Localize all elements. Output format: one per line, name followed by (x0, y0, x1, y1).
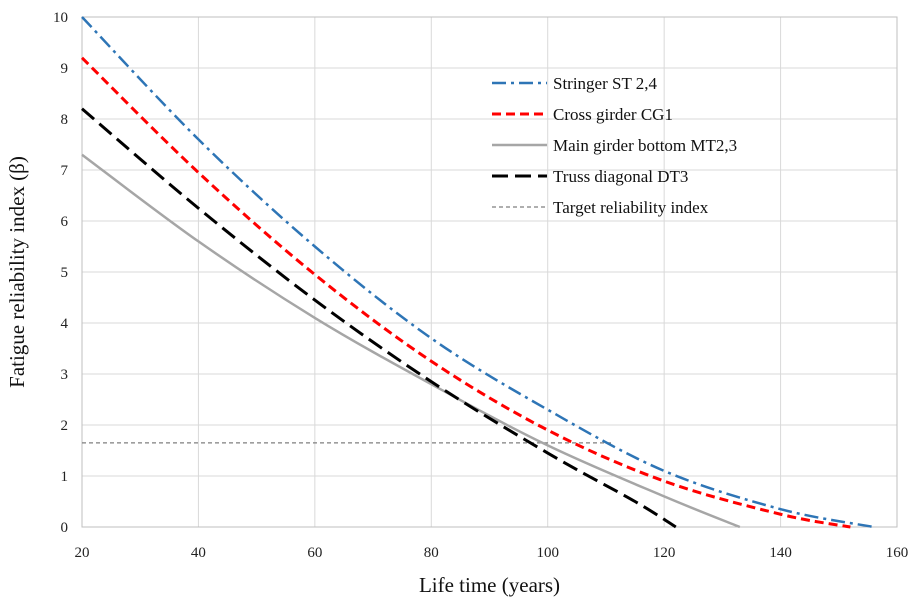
legend-label-1: Cross girder CG1 (553, 105, 673, 124)
x-tick-label: 80 (424, 545, 439, 561)
gridlines (81, 16, 898, 528)
series-line-3 (81, 107, 677, 529)
series-line-2 (81, 153, 741, 529)
series-line-0 (81, 16, 874, 529)
y-tick-label: 3 (61, 367, 69, 383)
plot-area-frame (81, 16, 898, 528)
x-tick-label: 60 (307, 545, 322, 561)
x-tick-label: 20 (75, 545, 90, 561)
legend-label-0: Stringer ST 2,4 (553, 74, 658, 93)
legend: Stringer ST 2,4 Cross girder CG1 Main gird… (492, 74, 737, 217)
legend-label-2: Main girder bottom MT2,3 (553, 136, 737, 155)
y-tick-label: 2 (61, 418, 69, 434)
y-tick-label: 5 (61, 265, 69, 281)
y-tick-label: 10 (53, 10, 68, 26)
y-tick-label: 8 (61, 112, 69, 128)
x-tick-label: 40 (191, 545, 206, 561)
series-line-1 (80, 56, 851, 529)
y-tick-label: 9 (61, 61, 69, 77)
x-tick-label: 160 (886, 545, 909, 561)
tick-labels: 20 40 60 80 100 120 140 160 0 1 2 3 4 5 6 7 8 9 10 (53, 10, 908, 561)
x-axis-title: Life time (years) (419, 573, 560, 597)
series-lines (80, 16, 874, 529)
y-tick-label: 0 (61, 520, 69, 536)
x-tick-label: 140 (769, 545, 792, 561)
y-tick-label: 4 (61, 316, 69, 332)
legend-label-3: Truss diagonal DT3 (553, 167, 688, 186)
x-tick-label: 120 (653, 545, 676, 561)
legend-label-4: Target reliability index (553, 198, 709, 217)
x-tick-label: 100 (536, 545, 559, 561)
y-axis-title: Fatigue reliability index (β) (5, 156, 29, 388)
y-tick-label: 1 (61, 469, 69, 485)
y-tick-label: 6 (61, 214, 69, 230)
y-tick-label: 7 (61, 163, 69, 179)
